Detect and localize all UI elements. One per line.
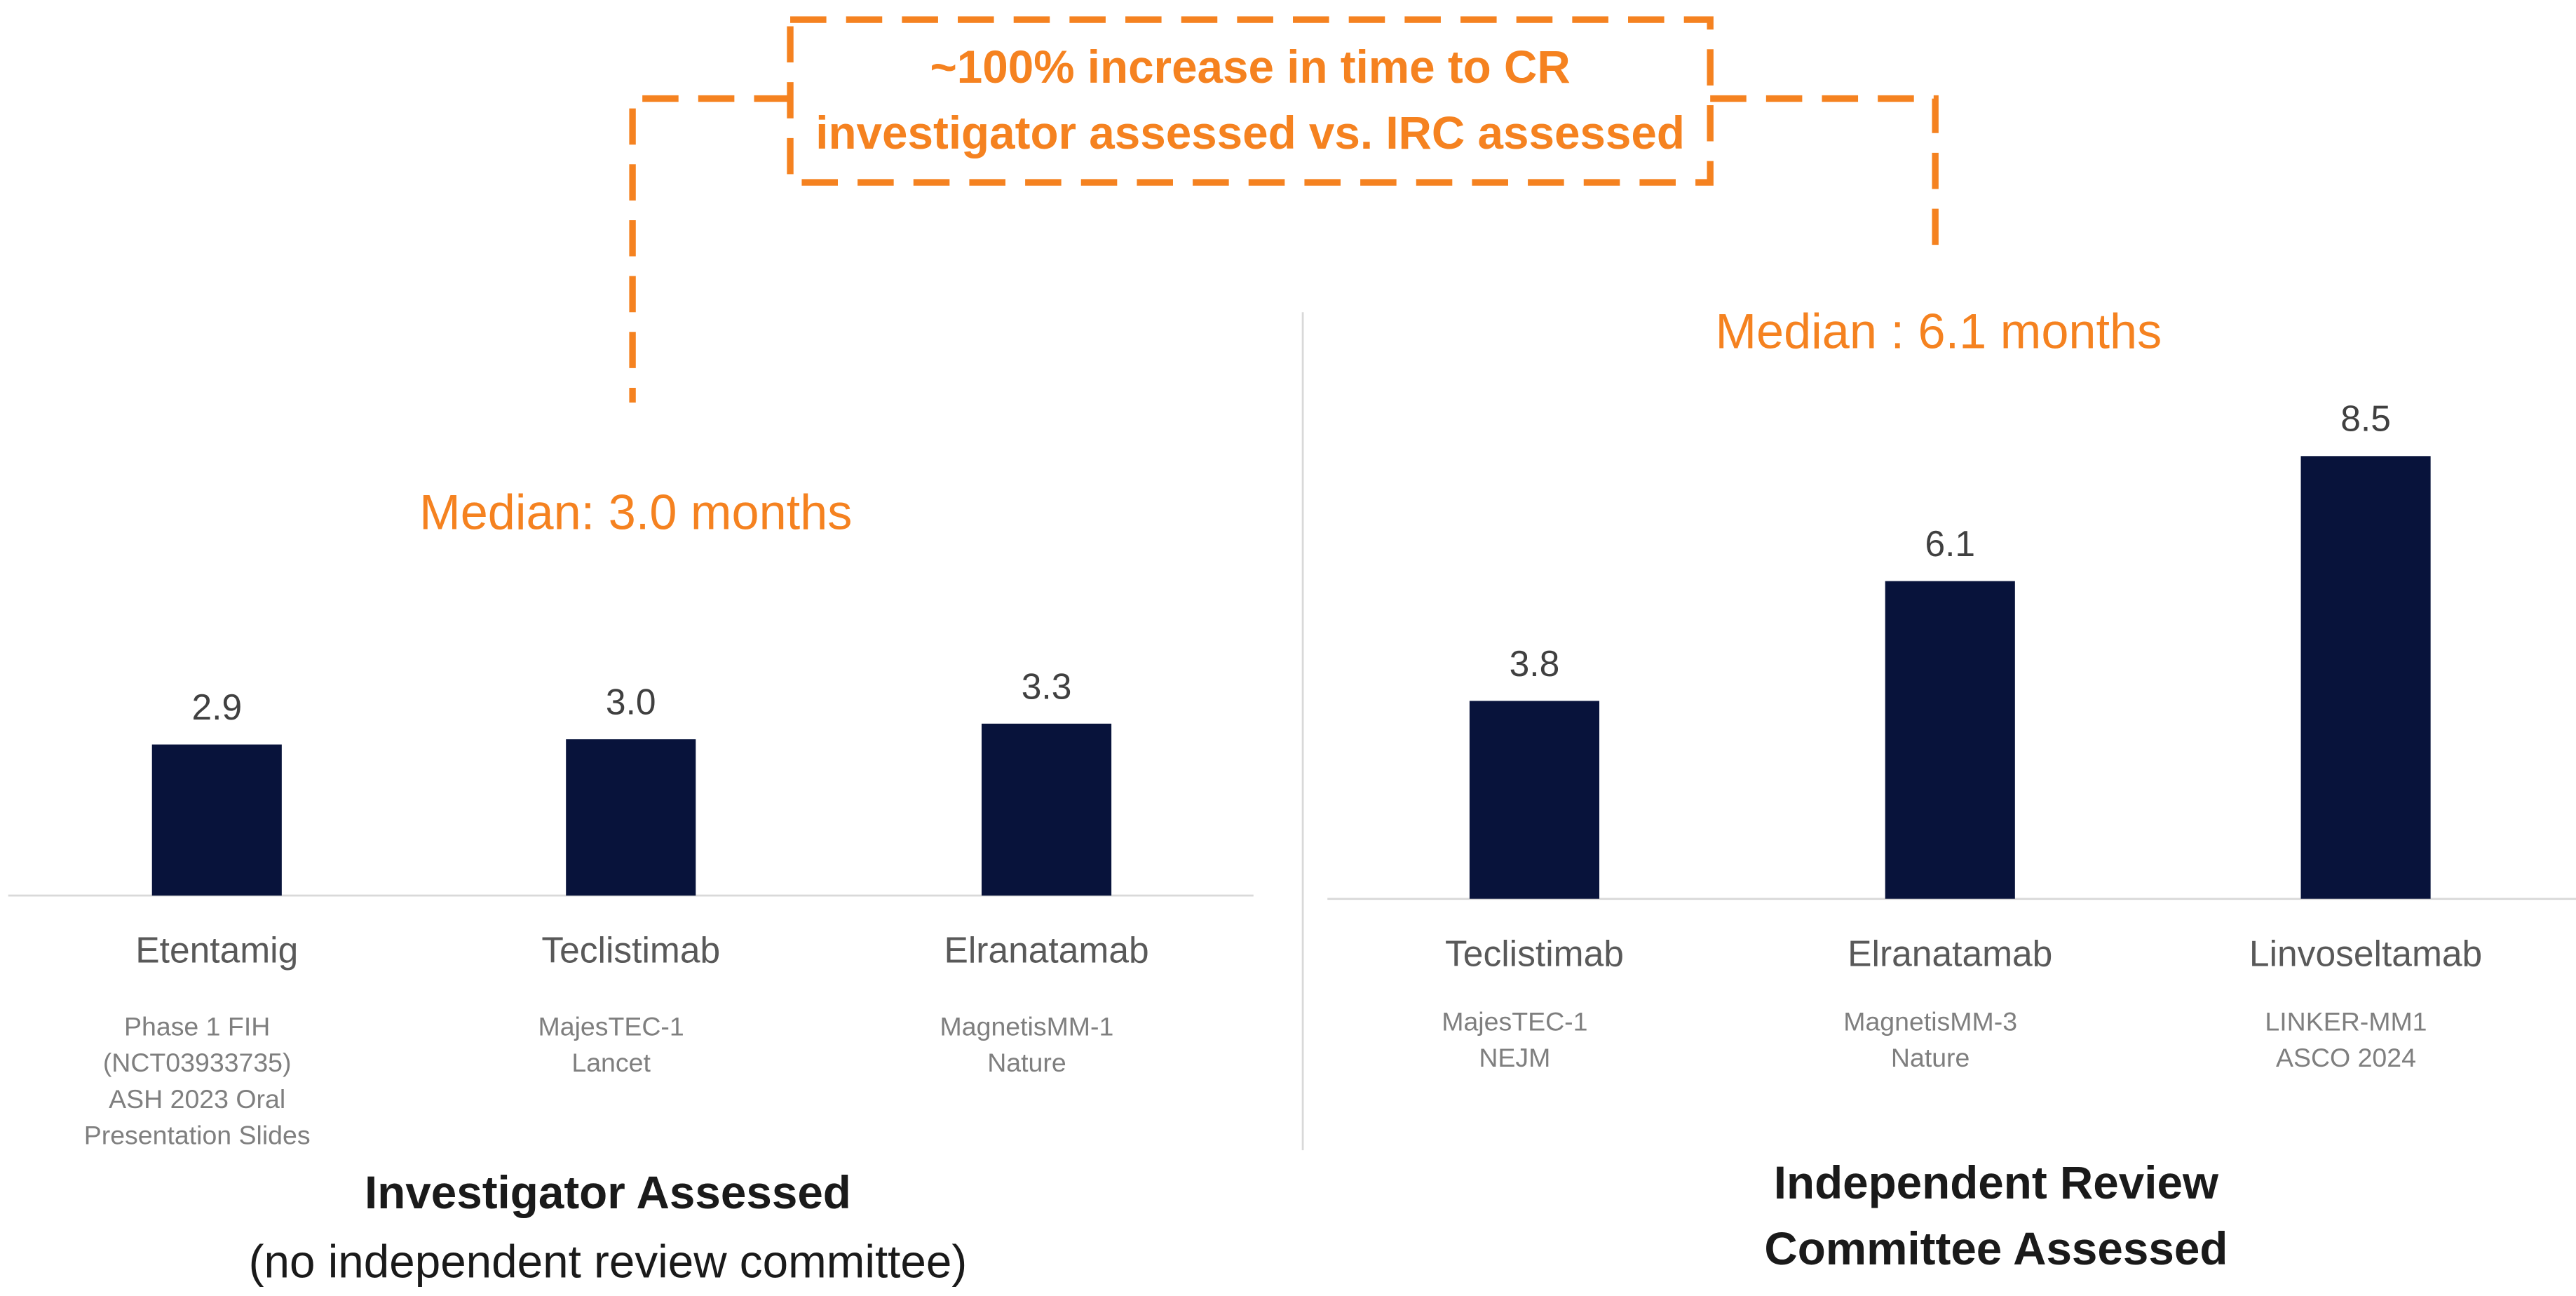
category-label: Linvoseltamab [2249,933,2482,973]
source-label: MajesTEC-1 [538,1012,684,1041]
median-annotation: Median : 6.1 months [1715,304,2162,359]
chart-title: Committee Assessed [1764,1223,2228,1274]
category-label: Elranatamab [1848,933,2052,973]
source-label: MagnetisMM-1 [940,1012,1114,1041]
source-label: LINKER-MM1 [2265,1007,2427,1037]
value-label: 3.3 [1022,666,1072,706]
callout-line: investigator assessed vs. IRC assessed [815,107,1685,158]
category-label: Teclistimab [1445,933,1624,973]
bar [566,739,696,896]
category-label: Elranatamab [944,930,1148,971]
source-label: ASH 2023 Oral [109,1084,285,1114]
category-label: Etentamig [135,930,298,971]
source-label: Nature [987,1048,1066,1077]
bar [1885,581,2015,899]
bar [2300,456,2431,899]
source-label: NEJM [1479,1043,1550,1072]
median-annotation: Median: 3.0 months [419,484,852,539]
value-label: 6.1 [1925,523,1975,564]
chart-subtitle: (no independent review committee) [249,1236,968,1288]
category-label: Teclistimab [541,930,720,971]
source-label: MagnetisMM-3 [1843,1007,2017,1037]
source-label: Lancet [571,1048,651,1077]
bar [151,744,282,896]
connector-left [629,95,791,403]
callout-frame [629,16,1939,403]
value-label: 2.9 [191,687,242,727]
source-label: Nature [1891,1043,1970,1072]
bar [982,723,1112,896]
source-label: Phase 1 FIH [124,1012,270,1041]
callout-line: ~100% increase in time to CR [930,41,1570,93]
value-label: 3.0 [606,682,656,722]
source-label: ASCO 2024 [2276,1043,2416,1072]
chart-title: Independent Review [1774,1157,2219,1208]
source-label: MajesTEC-1 [1442,1007,1587,1037]
value-label: 3.8 [1510,643,1560,684]
connector-right [1710,95,1939,250]
value-label: 8.5 [2340,398,2391,439]
source-label: Presentation Slides [84,1120,311,1149]
bar [1469,701,1600,899]
chart-title: Investigator Assessed [365,1167,851,1218]
source-label: (NCT03933735) [103,1048,292,1077]
